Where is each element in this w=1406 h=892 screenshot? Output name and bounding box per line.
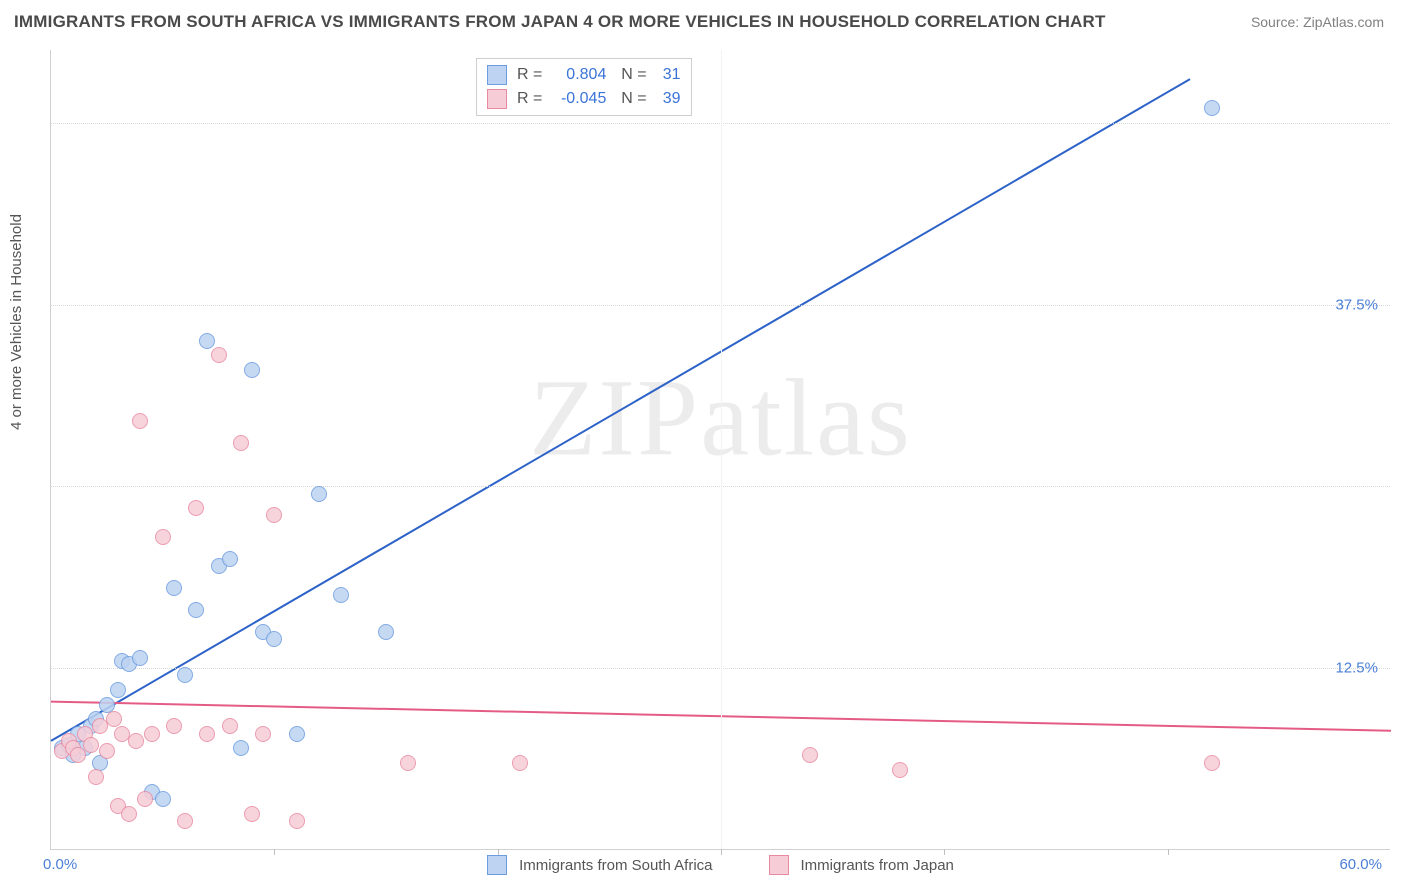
scatter-point (83, 737, 99, 753)
scatter-point (802, 747, 818, 763)
scatter-point (512, 755, 528, 771)
x-tick-min: 0.0% (43, 856, 77, 873)
stat-r-label: R = (517, 63, 542, 87)
scatter-point (110, 682, 126, 698)
legend-label: Immigrants from Japan (801, 857, 954, 874)
scatter-point (233, 435, 249, 451)
bottom-legend: Immigrants from South Africa Immigrants f… (51, 855, 1390, 875)
scatter-point (177, 813, 193, 829)
source-label: Source: ZipAtlas.com (1251, 14, 1384, 30)
series-swatch (487, 65, 507, 85)
scatter-point (255, 726, 271, 742)
stats-row: R =-0.045 N = 39 (487, 87, 681, 111)
legend-item: Immigrants from South Africa (487, 855, 712, 875)
plot-area: ZIPatlas R =0.804 N =31R =-0.045 N =39 I… (50, 50, 1390, 850)
scatter-point (289, 813, 305, 829)
scatter-point (266, 507, 282, 523)
scatter-point (99, 743, 115, 759)
y-tick-label: 37.5% (1335, 296, 1378, 313)
series-swatch (487, 89, 507, 109)
scatter-point (106, 711, 122, 727)
scatter-point (128, 733, 144, 749)
scatter-point (222, 718, 238, 734)
scatter-point (211, 347, 227, 363)
scatter-point (155, 529, 171, 545)
scatter-point (70, 747, 86, 763)
scatter-point (378, 624, 394, 640)
scatter-point (311, 486, 327, 502)
x-tick-max: 60.0% (1339, 856, 1382, 873)
stat-n-value: 39 (653, 87, 681, 111)
x-tick-mark (721, 849, 722, 855)
y-axis-label: 4 or more Vehicles in Household (8, 214, 25, 430)
stat-r-label: R = (517, 87, 542, 111)
scatter-point (121, 806, 137, 822)
scatter-point (1204, 755, 1220, 771)
regression-line (51, 79, 1190, 741)
scatter-point (289, 726, 305, 742)
gridline-v (721, 50, 722, 849)
scatter-point (244, 806, 260, 822)
stat-n-value: 31 (653, 63, 681, 87)
legend-item: Immigrants from Japan (769, 855, 954, 875)
scatter-point (132, 650, 148, 666)
x-tick-mark (498, 849, 499, 855)
scatter-point (188, 500, 204, 516)
x-tick-mark (1168, 849, 1169, 855)
stat-r-value: 0.804 (548, 63, 606, 87)
scatter-point (199, 333, 215, 349)
scatter-point (199, 726, 215, 742)
scatter-point (166, 580, 182, 596)
scatter-point (333, 587, 349, 603)
scatter-point (177, 667, 193, 683)
scatter-point (137, 791, 153, 807)
x-tick-mark (944, 849, 945, 855)
scatter-point (233, 740, 249, 756)
scatter-point (222, 551, 238, 567)
stats-legend-box: R =0.804 N = 31 R =-0.045 N = 39 (476, 58, 692, 116)
scatter-point (144, 726, 160, 742)
scatter-point (132, 413, 148, 429)
scatter-point (166, 718, 182, 734)
scatter-point (1204, 100, 1220, 116)
stats-row: R =0.804 N = 31 (487, 63, 681, 87)
scatter-point (188, 602, 204, 618)
scatter-point (400, 755, 416, 771)
x-tick-mark (274, 849, 275, 855)
scatter-point (892, 762, 908, 778)
scatter-point (155, 791, 171, 807)
scatter-point (266, 631, 282, 647)
scatter-point (244, 362, 260, 378)
legend-swatch (769, 855, 789, 875)
chart-title: IMMIGRANTS FROM SOUTH AFRICA VS IMMIGRAN… (14, 12, 1106, 32)
stat-r-value: -0.045 (548, 87, 606, 111)
y-tick-label: 12.5% (1335, 660, 1378, 677)
stat-n-label: N = (612, 63, 646, 87)
legend-label: Immigrants from South Africa (519, 857, 712, 874)
stat-n-label: N = (612, 87, 646, 111)
scatter-point (88, 769, 104, 785)
legend-swatch (487, 855, 507, 875)
